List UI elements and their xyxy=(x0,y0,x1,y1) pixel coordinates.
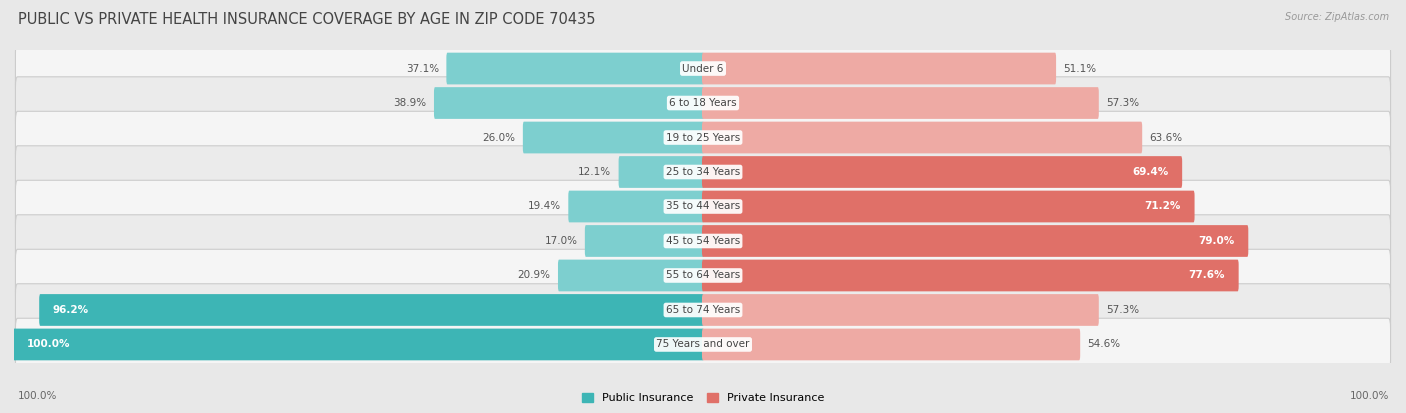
Text: 35 to 44 Years: 35 to 44 Years xyxy=(666,202,740,211)
FancyBboxPatch shape xyxy=(568,191,704,222)
FancyBboxPatch shape xyxy=(702,294,1099,326)
FancyBboxPatch shape xyxy=(558,260,704,291)
FancyBboxPatch shape xyxy=(702,329,1080,360)
FancyBboxPatch shape xyxy=(15,42,1391,95)
Text: 100.0%: 100.0% xyxy=(1350,391,1389,401)
Text: 6 to 18 Years: 6 to 18 Years xyxy=(669,98,737,108)
FancyBboxPatch shape xyxy=(15,249,1391,302)
FancyBboxPatch shape xyxy=(702,53,1056,84)
Text: 19.4%: 19.4% xyxy=(529,202,561,211)
Text: 37.1%: 37.1% xyxy=(406,64,439,74)
Text: 79.0%: 79.0% xyxy=(1198,236,1234,246)
Text: 69.4%: 69.4% xyxy=(1132,167,1168,177)
Text: 75 Years and over: 75 Years and over xyxy=(657,339,749,349)
Text: 54.6%: 54.6% xyxy=(1087,339,1121,349)
FancyBboxPatch shape xyxy=(15,146,1391,198)
Text: 19 to 25 Years: 19 to 25 Years xyxy=(666,133,740,142)
FancyBboxPatch shape xyxy=(702,191,1195,222)
FancyBboxPatch shape xyxy=(702,260,1239,291)
Text: 12.1%: 12.1% xyxy=(578,167,612,177)
FancyBboxPatch shape xyxy=(15,111,1391,164)
Text: 100.0%: 100.0% xyxy=(27,339,70,349)
FancyBboxPatch shape xyxy=(13,329,704,360)
Text: 71.2%: 71.2% xyxy=(1144,202,1181,211)
Text: 63.6%: 63.6% xyxy=(1150,133,1182,142)
Text: 20.9%: 20.9% xyxy=(517,271,551,280)
Text: 17.0%: 17.0% xyxy=(544,236,578,246)
FancyBboxPatch shape xyxy=(15,215,1391,267)
FancyBboxPatch shape xyxy=(15,284,1391,336)
Text: 26.0%: 26.0% xyxy=(482,133,516,142)
FancyBboxPatch shape xyxy=(702,156,1182,188)
FancyBboxPatch shape xyxy=(446,53,704,84)
Text: PUBLIC VS PRIVATE HEALTH INSURANCE COVERAGE BY AGE IN ZIP CODE 70435: PUBLIC VS PRIVATE HEALTH INSURANCE COVER… xyxy=(18,12,596,27)
Text: 57.3%: 57.3% xyxy=(1107,98,1139,108)
Text: 55 to 64 Years: 55 to 64 Years xyxy=(666,271,740,280)
FancyBboxPatch shape xyxy=(15,180,1391,233)
Text: 65 to 74 Years: 65 to 74 Years xyxy=(666,305,740,315)
Text: 96.2%: 96.2% xyxy=(52,305,89,315)
Text: 77.6%: 77.6% xyxy=(1188,271,1225,280)
FancyBboxPatch shape xyxy=(585,225,704,257)
Text: Under 6: Under 6 xyxy=(682,64,724,74)
FancyBboxPatch shape xyxy=(15,318,1391,371)
Text: 51.1%: 51.1% xyxy=(1063,64,1097,74)
Legend: Public Insurance, Private Insurance: Public Insurance, Private Insurance xyxy=(582,393,824,404)
FancyBboxPatch shape xyxy=(702,225,1249,257)
FancyBboxPatch shape xyxy=(702,122,1142,153)
FancyBboxPatch shape xyxy=(434,87,704,119)
Text: 38.9%: 38.9% xyxy=(394,98,427,108)
Text: 25 to 34 Years: 25 to 34 Years xyxy=(666,167,740,177)
Text: 100.0%: 100.0% xyxy=(18,391,58,401)
FancyBboxPatch shape xyxy=(523,122,704,153)
FancyBboxPatch shape xyxy=(619,156,704,188)
FancyBboxPatch shape xyxy=(15,77,1391,129)
FancyBboxPatch shape xyxy=(702,87,1099,119)
Text: Source: ZipAtlas.com: Source: ZipAtlas.com xyxy=(1285,12,1389,22)
FancyBboxPatch shape xyxy=(39,294,704,326)
Text: 57.3%: 57.3% xyxy=(1107,305,1139,315)
Text: 45 to 54 Years: 45 to 54 Years xyxy=(666,236,740,246)
